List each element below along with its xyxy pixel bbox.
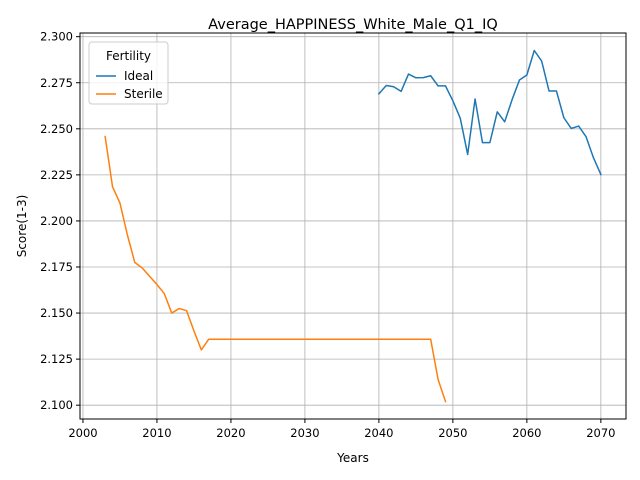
grid: [80, 33, 626, 419]
x-tick-label: 2010: [142, 426, 171, 440]
plot-area-frame: [79, 32, 627, 420]
y-tick-label: 2.200: [40, 214, 73, 228]
x-tick-label: 2000: [68, 426, 97, 440]
x-tick-label: 2020: [216, 426, 245, 440]
y-axis-ticks: 2.100 2.125 2.150 2.175 2.200 2.225 2.250 2.275…: [40, 30, 80, 412]
chart-title: Average_HAPPINESS_White_Male_Q1_IQ: [208, 17, 498, 33]
x-tick-label: 2040: [364, 426, 393, 440]
series-lines: [104, 49, 602, 403]
legend-title: Fertility: [106, 49, 151, 63]
y-tick-label: 2.275: [40, 76, 73, 90]
x-axis-label: Years: [336, 451, 369, 465]
y-tick-label: 2.225: [40, 168, 73, 182]
legend: Fertility Ideal Sterile: [88, 41, 169, 105]
x-tick-label: 2050: [438, 426, 467, 440]
y-tick-label: 2.100: [40, 398, 73, 412]
y-axis-label: Score(1-3): [15, 195, 29, 258]
x-tick-label: 2060: [512, 426, 541, 440]
x-tick-label: 2070: [586, 426, 615, 440]
series-line-sterile: [104, 135, 447, 403]
y-tick-label: 2.125: [40, 352, 73, 366]
legend-label-ideal: Ideal: [124, 69, 153, 83]
x-tick-label: 2030: [290, 426, 319, 440]
x-axis-ticks: 2000 2010 2020 2030 2040 2050 2060 2070: [68, 419, 615, 440]
y-tick-label: 2.250: [40, 122, 73, 136]
y-tick-label: 2.300: [40, 30, 73, 44]
y-tick-label: 2.150: [40, 306, 73, 320]
legend-label-sterile: Sterile: [124, 87, 163, 101]
y-tick-label: 2.175: [40, 260, 73, 274]
series-line-ideal: [377, 49, 602, 176]
legend-box: [88, 41, 169, 105]
